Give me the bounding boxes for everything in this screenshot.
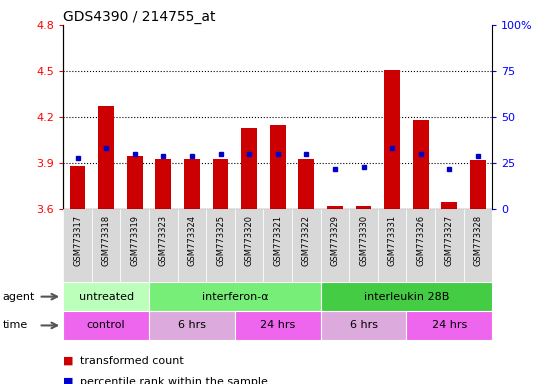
Text: interleukin 28B: interleukin 28B bbox=[364, 291, 449, 302]
Bar bbox=[384, 70, 400, 209]
Text: time: time bbox=[3, 320, 28, 331]
Bar bbox=[127, 156, 142, 209]
Text: 6 hrs: 6 hrs bbox=[178, 320, 206, 331]
Bar bbox=[178, 209, 206, 282]
Bar bbox=[406, 209, 435, 282]
Text: 24 hrs: 24 hrs bbox=[432, 320, 467, 331]
Text: GSM773323: GSM773323 bbox=[159, 215, 168, 266]
Bar bbox=[63, 209, 92, 282]
Bar bbox=[235, 311, 321, 340]
Text: GSM773321: GSM773321 bbox=[273, 215, 282, 266]
Text: GSM773325: GSM773325 bbox=[216, 215, 225, 266]
Text: 24 hrs: 24 hrs bbox=[260, 320, 295, 331]
Bar bbox=[149, 209, 178, 282]
Bar bbox=[378, 209, 406, 282]
Text: percentile rank within the sample: percentile rank within the sample bbox=[80, 377, 268, 384]
Bar bbox=[464, 209, 492, 282]
Bar bbox=[327, 206, 343, 209]
Text: GSM773318: GSM773318 bbox=[102, 215, 111, 266]
Text: GSM773330: GSM773330 bbox=[359, 215, 368, 266]
Bar bbox=[63, 311, 149, 340]
Bar bbox=[98, 106, 114, 209]
Bar bbox=[356, 206, 371, 209]
Bar bbox=[435, 209, 464, 282]
Bar bbox=[63, 282, 149, 311]
Text: control: control bbox=[87, 320, 125, 331]
Bar bbox=[156, 159, 171, 209]
Bar bbox=[321, 311, 406, 340]
Text: transformed count: transformed count bbox=[80, 356, 184, 366]
Text: GSM773320: GSM773320 bbox=[245, 215, 254, 266]
Text: GDS4390 / 214755_at: GDS4390 / 214755_at bbox=[63, 10, 216, 23]
Bar bbox=[349, 209, 378, 282]
Bar bbox=[406, 311, 492, 340]
Bar bbox=[92, 209, 120, 282]
Bar bbox=[413, 120, 428, 209]
Text: agent: agent bbox=[3, 291, 35, 302]
Text: GSM773328: GSM773328 bbox=[474, 215, 482, 266]
Text: GSM773317: GSM773317 bbox=[73, 215, 82, 266]
Bar bbox=[263, 209, 292, 282]
Text: interferon-α: interferon-α bbox=[201, 291, 268, 302]
Bar bbox=[235, 209, 263, 282]
Text: GSM773327: GSM773327 bbox=[445, 215, 454, 266]
Bar bbox=[70, 166, 85, 209]
Text: untreated: untreated bbox=[79, 291, 134, 302]
Bar bbox=[206, 209, 235, 282]
Bar bbox=[184, 159, 200, 209]
Text: GSM773326: GSM773326 bbox=[416, 215, 425, 266]
Bar bbox=[292, 209, 321, 282]
Bar bbox=[149, 282, 321, 311]
Text: 6 hrs: 6 hrs bbox=[350, 320, 377, 331]
Text: GSM773319: GSM773319 bbox=[130, 215, 139, 266]
Bar bbox=[120, 209, 149, 282]
Bar bbox=[470, 160, 486, 209]
Bar bbox=[321, 209, 349, 282]
Bar bbox=[442, 202, 457, 209]
Text: GSM773324: GSM773324 bbox=[188, 215, 196, 266]
Bar bbox=[321, 282, 492, 311]
Bar bbox=[299, 159, 314, 209]
Text: ■: ■ bbox=[63, 356, 74, 366]
Bar bbox=[213, 159, 228, 209]
Text: GSM773322: GSM773322 bbox=[302, 215, 311, 266]
Text: ■: ■ bbox=[63, 377, 74, 384]
Text: GSM773331: GSM773331 bbox=[388, 215, 397, 266]
Text: GSM773329: GSM773329 bbox=[331, 215, 339, 266]
Bar bbox=[241, 128, 257, 209]
Bar bbox=[149, 311, 235, 340]
Bar bbox=[270, 125, 285, 209]
